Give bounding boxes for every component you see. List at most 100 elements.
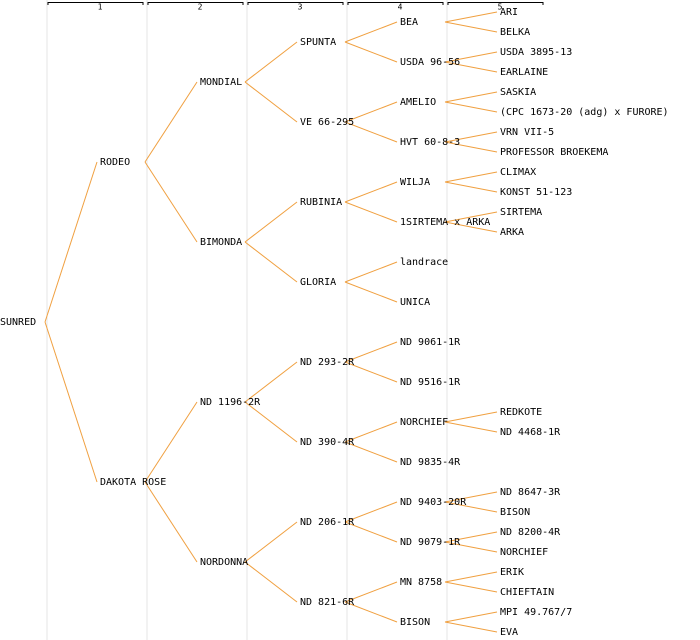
connector (244, 81, 298, 123)
connector (444, 51, 498, 63)
generation-number: 4 (398, 3, 403, 12)
connector (444, 131, 498, 143)
node-label: ARI (500, 7, 518, 18)
connector (344, 261, 398, 283)
node-label: MPI 49.767/7 (500, 607, 572, 618)
connector (44, 321, 98, 483)
node-label: PROFESSOR BROEKEMA (500, 147, 608, 158)
node-label: NORDONNA (200, 557, 248, 568)
node-label: VRN VII-5 (500, 127, 554, 138)
generation-number: 5 (498, 3, 503, 12)
connector (444, 141, 498, 153)
node-label: SUNRED (0, 317, 36, 328)
node-label: BISON (500, 507, 530, 518)
connector (444, 501, 498, 513)
node-label: RUBINIA (300, 197, 342, 208)
node-label: ND 9516-1R (400, 377, 461, 388)
node-label: ND 8647-3R (500, 487, 561, 498)
connector (444, 181, 498, 193)
connector (444, 11, 498, 23)
connector (344, 341, 398, 363)
connector (444, 211, 498, 223)
connector (44, 161, 98, 323)
generation-number: 3 (298, 3, 303, 12)
connector (244, 521, 298, 563)
node-label: HVT 60-8-3 (400, 137, 460, 148)
connector (344, 41, 398, 63)
connector (344, 601, 398, 623)
node-label: REDKOTE (500, 407, 542, 418)
node-label: ND 9079-1R (400, 537, 461, 548)
node-label: AMELIO (400, 97, 436, 108)
node-label: WILJA (400, 177, 430, 188)
node-label: NORCHIEF (400, 417, 448, 428)
node-label: BIMONDA (200, 237, 242, 248)
connector (444, 411, 498, 423)
node-label: ND 821-6R (300, 597, 355, 608)
generation-number: 2 (198, 3, 203, 12)
node-label: DAKOTA ROSE (100, 477, 166, 488)
connector (444, 91, 498, 103)
node-label: CHIEFTAIN (500, 587, 554, 598)
connector (344, 441, 398, 463)
connector (444, 171, 498, 183)
node-label: landrace (400, 257, 448, 268)
node-label: BELKA (500, 27, 530, 38)
node-label: ND 9403-20R (400, 497, 467, 508)
connector (244, 401, 298, 443)
connector (344, 521, 398, 543)
connector (444, 531, 498, 543)
node-label: USDA 96-56 (400, 57, 460, 68)
connector (444, 21, 498, 33)
connector (444, 101, 498, 113)
connector (344, 121, 398, 143)
connector (444, 581, 498, 593)
connector (344, 181, 398, 203)
connector (444, 61, 498, 73)
node-label: ND 293-2R (300, 357, 355, 368)
node-label: MONDIAL (200, 77, 242, 88)
connector (344, 421, 398, 443)
connector (444, 571, 498, 583)
node-label: VE 66-295 (300, 117, 354, 128)
generation-number: 1 (98, 3, 103, 12)
node-label: ND 9061-1R (400, 337, 461, 348)
connector (244, 361, 298, 403)
connector (444, 611, 498, 623)
connector (244, 201, 298, 243)
node-label: ND 8200-4R (500, 527, 561, 538)
node-label: BISON (400, 617, 430, 628)
node-label: ND 206-1R (300, 517, 355, 528)
connector (444, 491, 498, 503)
connector (444, 421, 498, 433)
connector (244, 241, 298, 283)
node-label: EARLAINE (500, 67, 548, 78)
node-label: ND 4468-1R (500, 427, 561, 438)
node-label: SIRTEMA (500, 207, 542, 218)
connector (244, 561, 298, 603)
connector (144, 401, 198, 483)
node-label: CLIMAX (500, 167, 536, 178)
connector (344, 101, 398, 123)
node-label: UNICA (400, 297, 430, 308)
connector (444, 541, 498, 553)
node-label: MN 8758 (400, 577, 442, 588)
connector (344, 361, 398, 383)
connector (444, 221, 498, 233)
node-label: ND 390-4R (300, 437, 355, 448)
node-label: ND 9835-4R (400, 457, 461, 468)
node-label: SASKIA (500, 87, 536, 98)
node-label: BEA (400, 17, 418, 28)
node-label: GLORIA (300, 277, 336, 288)
node-label: NORCHIEF (500, 547, 548, 558)
connector (144, 481, 198, 563)
connector (344, 201, 398, 223)
connector (144, 81, 198, 163)
connector (344, 21, 398, 43)
connector (344, 501, 398, 523)
node-label: KONST 51-123 (500, 187, 572, 198)
connector (444, 621, 498, 633)
node-label: (CPC 1673-20 (adg) x FURORE) (500, 107, 669, 118)
node-label: ARKA (500, 227, 524, 238)
